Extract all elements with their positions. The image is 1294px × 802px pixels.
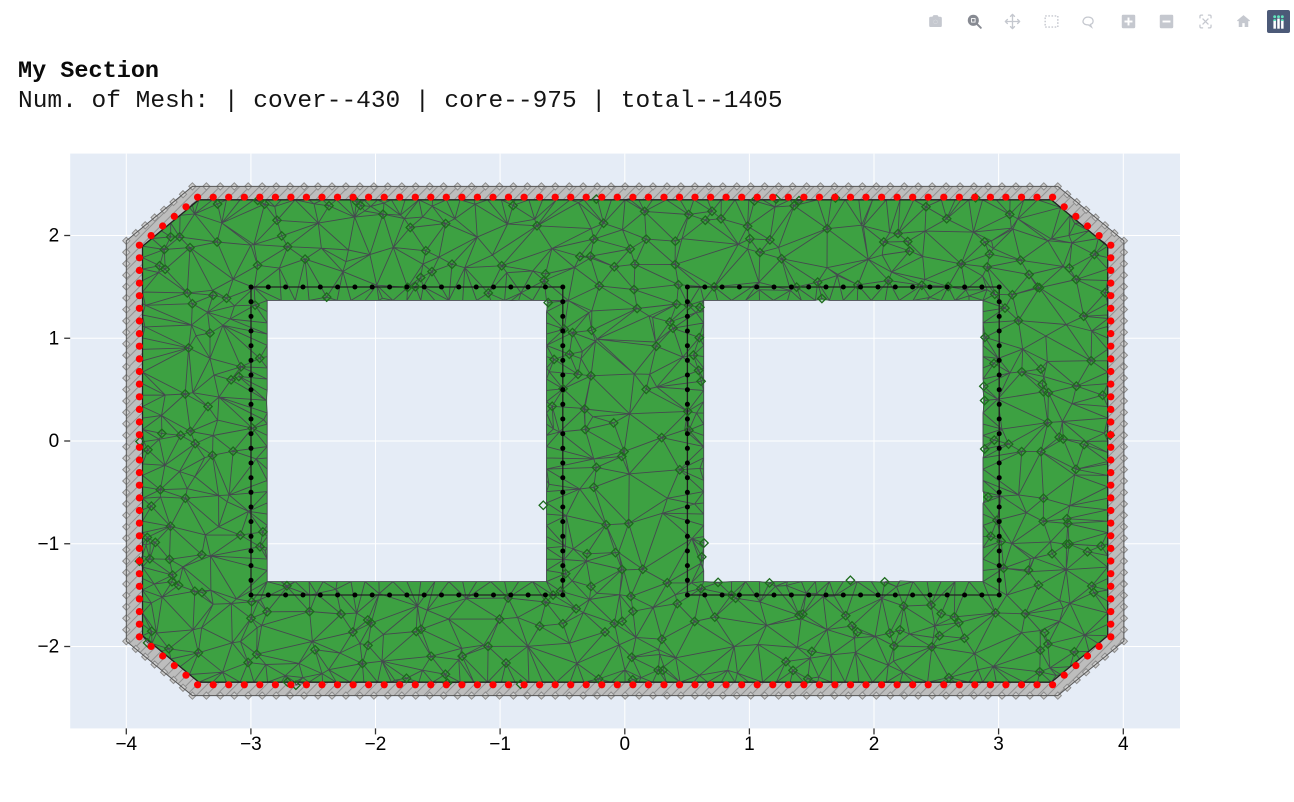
svg-text:3: 3	[993, 734, 1004, 755]
svg-text:−1: −1	[489, 734, 511, 755]
svg-text:−1: −1	[38, 534, 60, 555]
svg-text:0: 0	[620, 734, 631, 755]
svg-text:2: 2	[869, 734, 880, 755]
svg-text:1: 1	[49, 328, 60, 349]
svg-text:−2: −2	[365, 734, 387, 755]
svg-text:−2: −2	[38, 637, 60, 658]
svg-text:1: 1	[744, 734, 755, 755]
svg-text:−4: −4	[115, 734, 137, 755]
svg-text:−3: −3	[240, 734, 262, 755]
svg-text:4: 4	[1118, 734, 1129, 755]
svg-text:0: 0	[49, 431, 60, 452]
svg-text:2: 2	[49, 226, 60, 247]
